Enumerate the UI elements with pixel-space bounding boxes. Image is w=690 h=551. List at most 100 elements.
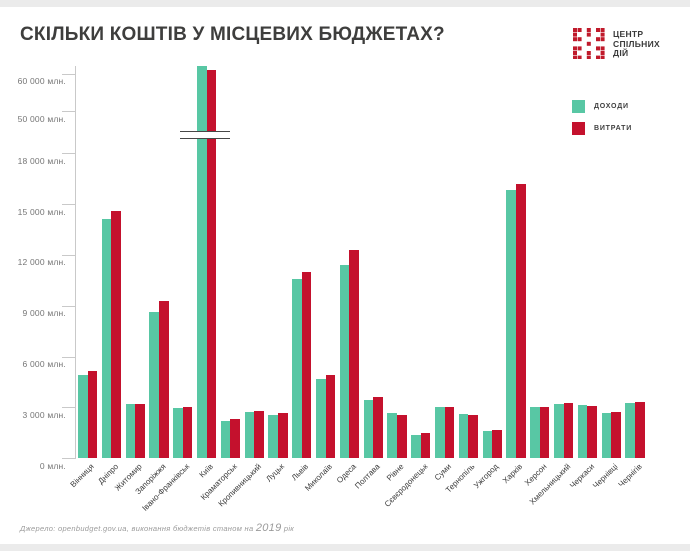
centre-spilnykh-diy-logo-icon bbox=[573, 28, 605, 59]
bar-income bbox=[554, 404, 564, 459]
bar-expense bbox=[635, 402, 645, 459]
bar-income bbox=[268, 415, 278, 459]
bar-expense bbox=[159, 300, 169, 459]
bar-income bbox=[339, 265, 350, 459]
y-axis-tick-label: 3 000 млн. bbox=[22, 409, 66, 420]
bar-income bbox=[530, 406, 540, 459]
axis-break-marks bbox=[180, 130, 230, 139]
y-axis-tick bbox=[62, 153, 76, 155]
y-axis-tick-label: 50 000 млн. bbox=[17, 113, 66, 124]
x-axis-category-text: Черкаси bbox=[567, 462, 596, 491]
legend: ДОХОДИ ВИТРАТИ bbox=[572, 100, 632, 144]
bar-income bbox=[601, 412, 612, 459]
y-axis-tick bbox=[62, 305, 76, 307]
x-axis-category-text: Сєвєродонецьк bbox=[382, 462, 430, 509]
source-suffix: рік bbox=[281, 524, 295, 533]
bar-income bbox=[625, 403, 635, 459]
x-axis-category-text: Луцьк bbox=[264, 462, 287, 484]
y-axis-tick-label: 6 000 млн. bbox=[22, 359, 66, 370]
x-axis-category-text: Львів bbox=[289, 462, 311, 483]
top-border-strip bbox=[0, 0, 690, 7]
bar-income bbox=[458, 414, 469, 459]
bar-expense bbox=[254, 410, 264, 459]
logo-text-line: СПІЛЬНИХ bbox=[613, 38, 660, 49]
bar-income bbox=[78, 375, 88, 459]
y-axis-tick-label: 0 млн. bbox=[39, 460, 66, 471]
legend-label-expense: ВИТРАТИ bbox=[594, 125, 633, 132]
y-axis-line bbox=[75, 66, 76, 459]
y-axis-tick bbox=[62, 73, 76, 75]
bar-expense bbox=[206, 69, 217, 459]
source-prefix: Джерело: openbudget.gov.ua, виконання бю… bbox=[20, 524, 256, 533]
bar-expense bbox=[516, 183, 526, 459]
bar-expense bbox=[611, 411, 621, 459]
x-axis-category-text: Київ bbox=[197, 462, 215, 480]
logo-text-line: ЦЕНТР bbox=[613, 29, 644, 39]
bar-expense bbox=[492, 430, 502, 459]
bar-income bbox=[387, 413, 397, 459]
bar-expense bbox=[325, 375, 336, 459]
bar-income bbox=[125, 404, 136, 459]
bar-expense bbox=[373, 397, 383, 459]
bar-income bbox=[577, 404, 588, 459]
bar-expense bbox=[87, 370, 98, 459]
bar-income bbox=[411, 435, 421, 459]
bar-income bbox=[435, 407, 445, 459]
bar-expense bbox=[182, 406, 193, 459]
x-axis-category-text: Суми bbox=[432, 462, 453, 483]
source-note: Джерело: openbudget.gov.ua, виконання бю… bbox=[20, 522, 294, 534]
y-axis-tick bbox=[62, 204, 76, 205]
y-axis-tick bbox=[62, 356, 76, 358]
y-axis-tick-label: 60 000 млн. bbox=[17, 76, 66, 87]
x-axis-category-text: Чернівці bbox=[591, 462, 620, 491]
x-axis-category-text: Чернігів bbox=[616, 462, 644, 490]
bottom-border-strip bbox=[0, 544, 690, 551]
bar-expense bbox=[230, 419, 240, 459]
bar-expense bbox=[539, 406, 550, 459]
y-axis-tick bbox=[62, 254, 76, 256]
bar-expense bbox=[135, 404, 145, 459]
y-axis-tick bbox=[62, 111, 76, 113]
y-axis-tick-label: 18 000 млн. bbox=[17, 155, 66, 166]
bar-income bbox=[244, 411, 255, 459]
source-year: 2019 bbox=[255, 522, 282, 534]
bar-income bbox=[220, 421, 231, 459]
bar-income bbox=[506, 190, 516, 459]
org-logo: ЦЕНТР СПІЛЬНИХ ДІЙ bbox=[573, 28, 660, 59]
bar-expense bbox=[397, 415, 407, 459]
bar-expense bbox=[420, 432, 431, 459]
x-axis-category-text: Кропивницький bbox=[216, 462, 263, 509]
bar-income bbox=[173, 408, 183, 459]
expense-swatch-icon bbox=[572, 122, 585, 135]
bar-expense bbox=[563, 403, 574, 459]
y-axis-tick-label: 9 000 млн. bbox=[22, 308, 66, 319]
y-axis-tick-label: 15 000 млн. bbox=[17, 206, 66, 217]
bar-expense bbox=[587, 405, 597, 459]
y-axis-tick bbox=[62, 407, 76, 409]
x-axis-category-text: Ужгород bbox=[472, 462, 501, 491]
bar-income bbox=[363, 399, 374, 459]
x-axis-category-text: Вінниця bbox=[68, 462, 96, 490]
x-axis-category-text: Рівне bbox=[384, 462, 406, 483]
legend-item-expense: ВИТРАТИ bbox=[572, 122, 632, 135]
bar-income bbox=[101, 219, 112, 459]
y-axis-tick-label: 12 000 млн. bbox=[17, 257, 66, 268]
bar-income bbox=[292, 278, 302, 459]
bar-expense bbox=[278, 413, 288, 459]
bar-expense bbox=[349, 249, 359, 459]
bar-income bbox=[482, 431, 493, 459]
bar-expense bbox=[444, 406, 455, 459]
bar-expense bbox=[301, 271, 312, 459]
bar-income bbox=[197, 66, 207, 459]
logo-text: ЦЕНТР СПІЛЬНИХ ДІЙ bbox=[613, 28, 660, 59]
bar-income bbox=[316, 378, 326, 459]
x-axis-category-text: Харків bbox=[501, 462, 525, 486]
legend-label-income: ДОХОДИ bbox=[594, 103, 629, 110]
bar-expense bbox=[111, 210, 121, 459]
page-title: СКІЛЬКИ КОШТІВ У МІСЦЕВИХ БЮДЖЕТАХ? bbox=[20, 24, 445, 45]
logo-text-line: ДІЙ bbox=[613, 48, 629, 58]
income-swatch-icon bbox=[572, 100, 585, 113]
y-axis-tick bbox=[62, 458, 76, 460]
